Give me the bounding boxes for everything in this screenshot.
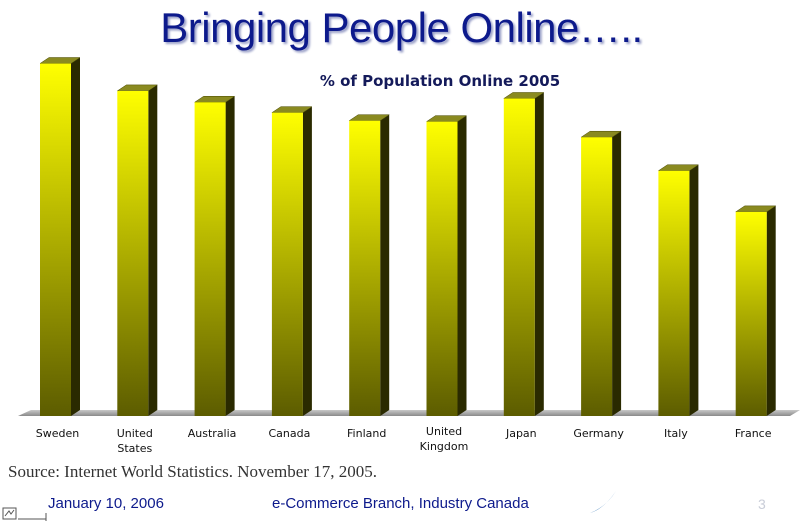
tick-label: Australia [188,427,237,440]
footer-organization: e-Commerce Branch, Industry Canada [272,495,529,512]
slide-navigation-icon[interactable] [2,505,48,523]
page-number: 3 [758,496,766,512]
bar-italy [657,164,700,416]
bar-germany [580,130,622,416]
bar-japan [502,92,545,416]
bar-australia [193,96,236,416]
tick-label: Japan [505,427,537,440]
swoosh-logo-icon [590,491,616,513]
tick-label: Finland [347,427,386,440]
bar-canada [271,106,313,416]
bar-series [39,57,777,417]
bar-united-states [116,84,159,417]
bar-united-kingdom [425,115,468,416]
tick-label: Canada [268,427,310,440]
footer-date: January 10, 2006 [48,495,164,512]
chart-title: % of Population Online 2005 [319,72,561,90]
tick-label: United Kingdom [420,425,469,453]
tick-label: Italy [664,427,688,440]
slide-title: Bringing People Online….. [160,4,643,51]
tick-label: United States [117,427,153,455]
tick-label: Sweden [36,427,79,440]
tick-label: Germany [573,427,624,440]
bar-france [734,205,777,416]
tick-label: France [735,427,772,440]
source-note: Source: Internet World Statistics. Novem… [8,462,377,481]
bar-finland [348,114,391,416]
bar-sweden [39,57,81,416]
x-axis-tick-labels: Sweden United States Australia Canada Finland… [36,425,772,455]
